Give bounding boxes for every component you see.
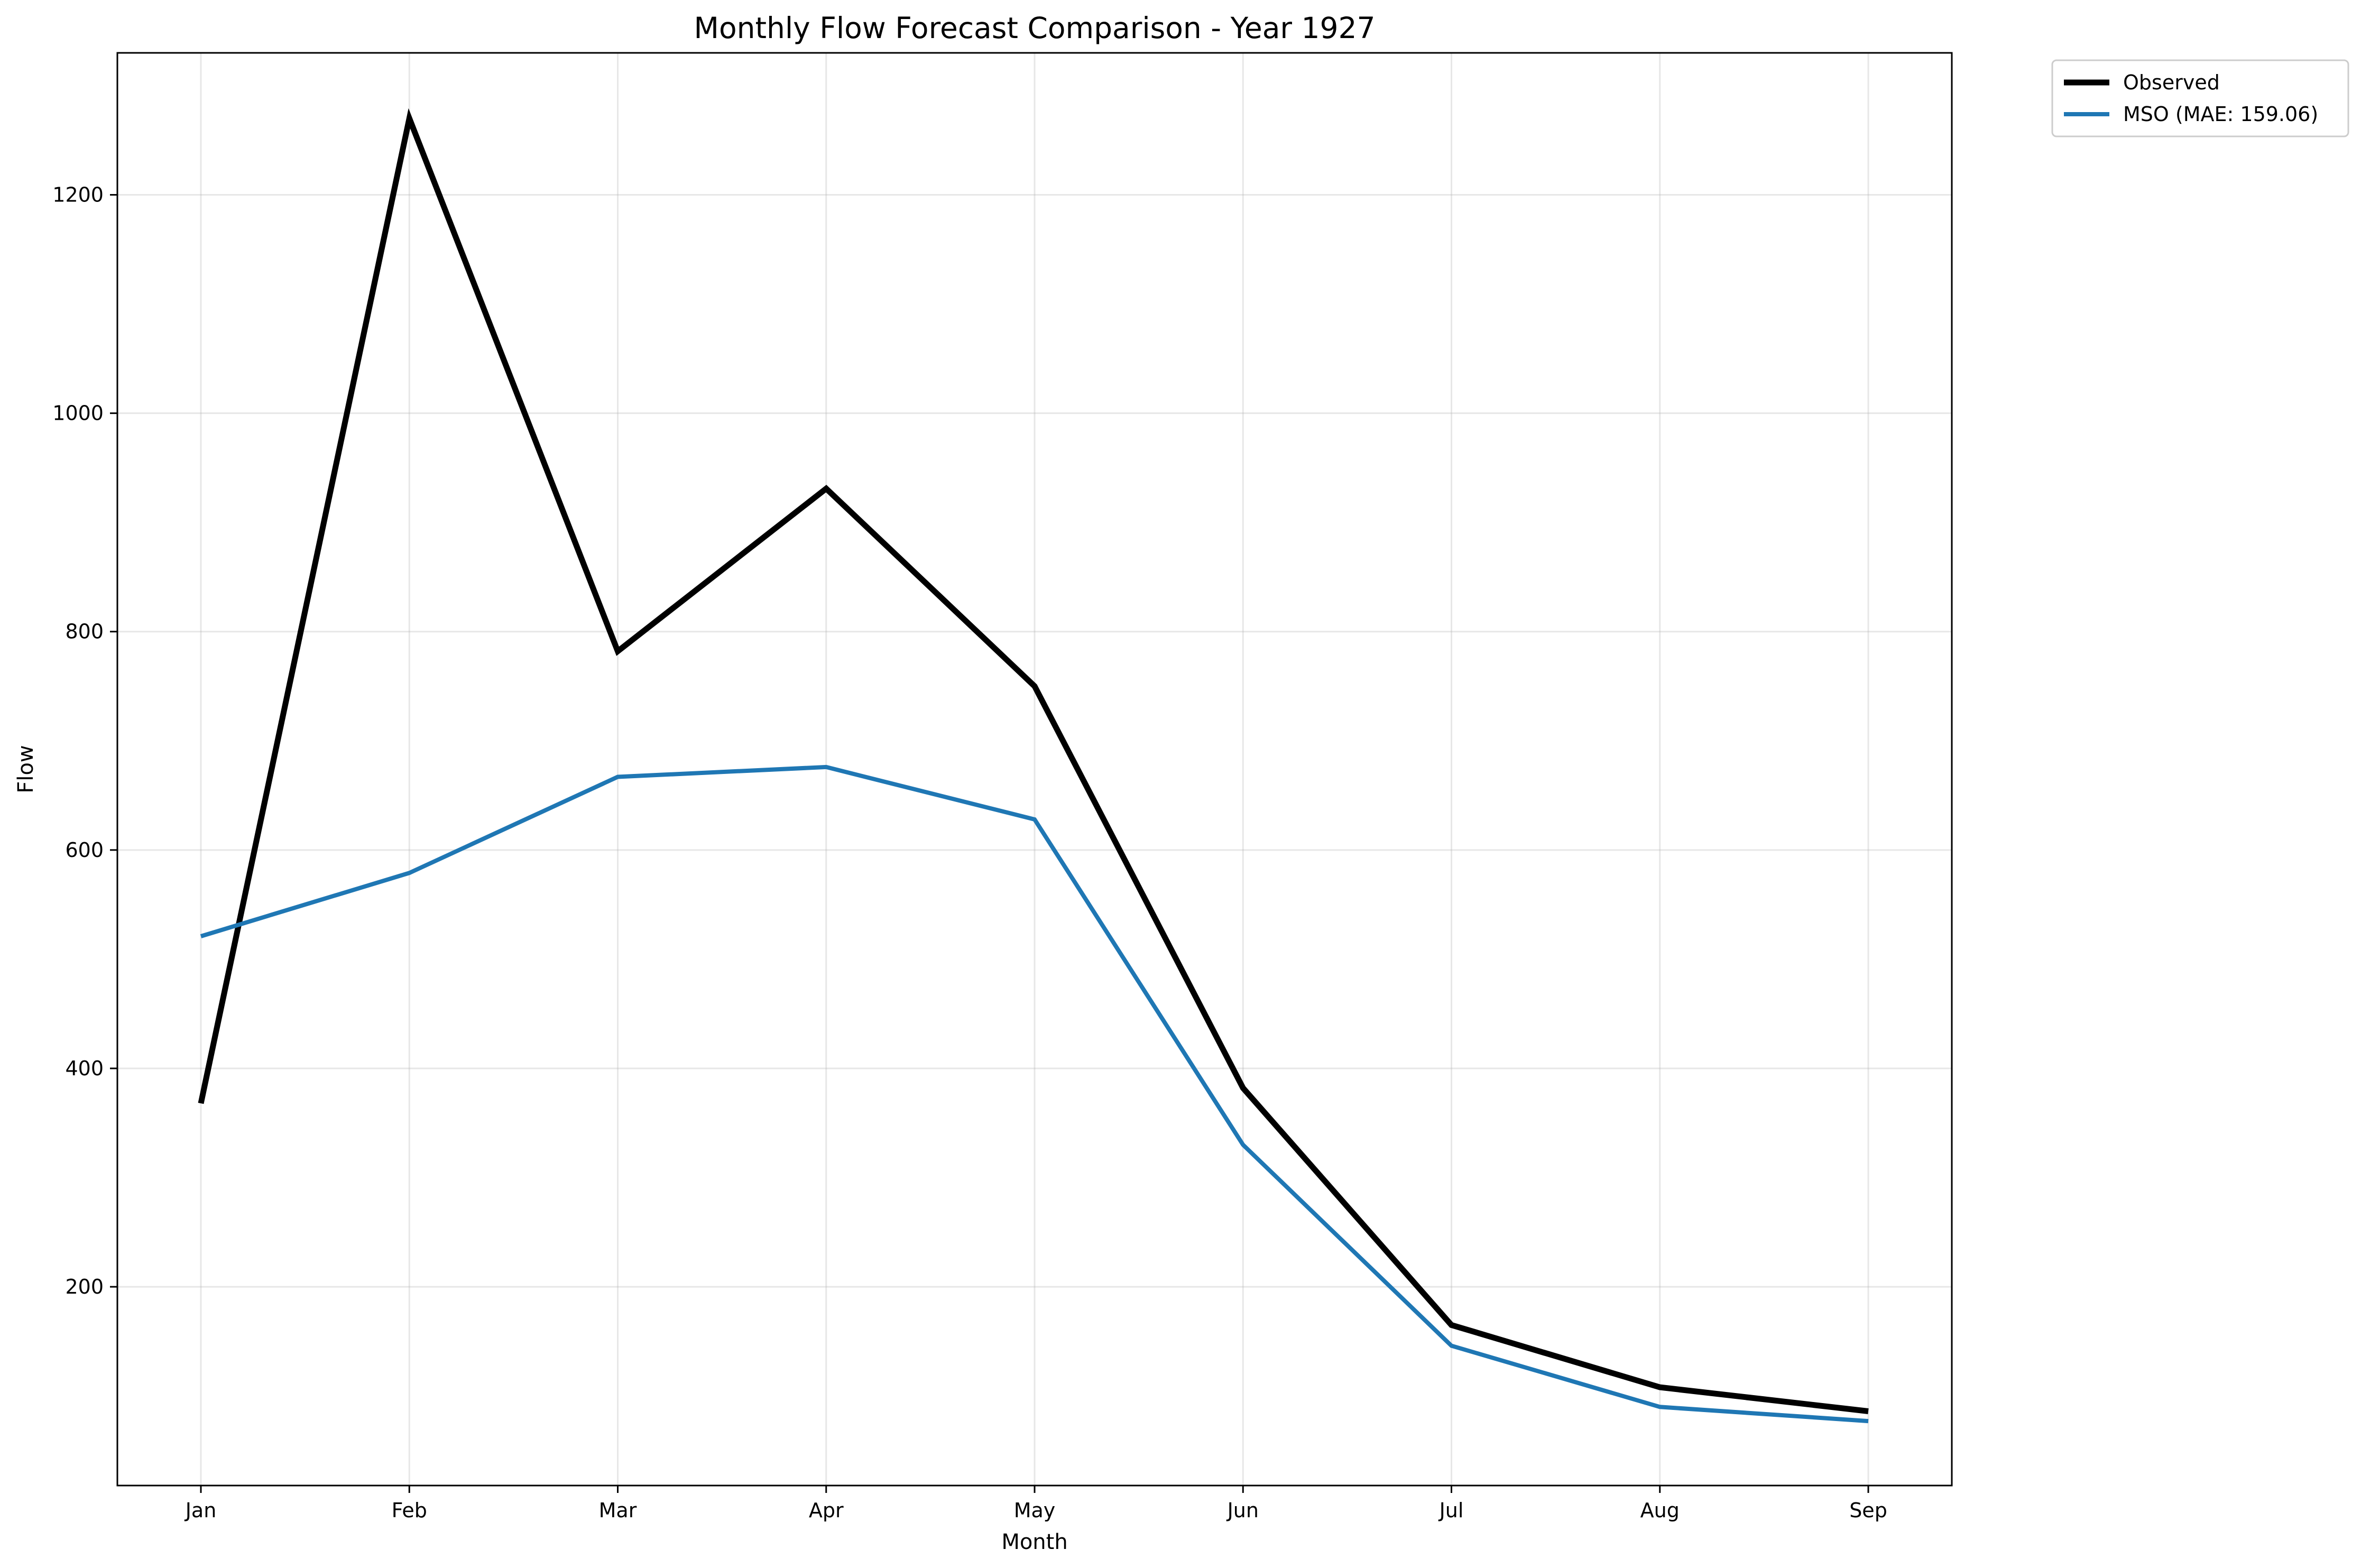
y-axis-ticks: 200 400 600 800 1000 1200 bbox=[52, 183, 117, 1298]
chart-title: Monthly Flow Forecast Comparison - Year … bbox=[694, 11, 1376, 45]
x-tick-label: Jun bbox=[1226, 1499, 1259, 1522]
x-tick-label: May bbox=[1014, 1499, 1056, 1522]
x-tick-label: Aug bbox=[1640, 1499, 1680, 1522]
legend: Observed MSO (MAE: 159.06) bbox=[2051, 59, 2349, 137]
x-axis-ticks: Jan Feb Mar Apr May Jun Jul Aug Sep bbox=[185, 1486, 1887, 1522]
mso-forecast-line bbox=[200, 764, 1869, 1424]
y-tick-label: 1000 bbox=[52, 402, 104, 425]
x-axis-label: Month bbox=[1001, 1530, 1067, 1554]
y-axis-label: Flow bbox=[14, 745, 38, 793]
y-tick-label: 600 bbox=[65, 838, 104, 862]
grid-lines bbox=[117, 53, 1952, 1486]
x-tick-label: Jul bbox=[1438, 1499, 1464, 1522]
y-tick-label: 1200 bbox=[52, 183, 104, 207]
legend-box bbox=[2051, 59, 2349, 137]
y-tick-label: 800 bbox=[65, 620, 104, 643]
legend-label-observed: Observed bbox=[2123, 71, 2220, 94]
y-tick-label: 200 bbox=[65, 1275, 104, 1298]
series-lines bbox=[198, 108, 1869, 1424]
x-tick-label: Sep bbox=[1849, 1499, 1887, 1522]
y-tick-label: 400 bbox=[65, 1057, 104, 1080]
legend-label-mso: MSO (MAE: 159.06) bbox=[2123, 103, 2318, 126]
x-tick-label: Mar bbox=[599, 1499, 637, 1522]
x-tick-label: Jan bbox=[185, 1499, 217, 1522]
x-tick-label: Apr bbox=[809, 1499, 844, 1522]
observed-line bbox=[198, 108, 1869, 1414]
x-tick-label: Feb bbox=[392, 1499, 427, 1522]
